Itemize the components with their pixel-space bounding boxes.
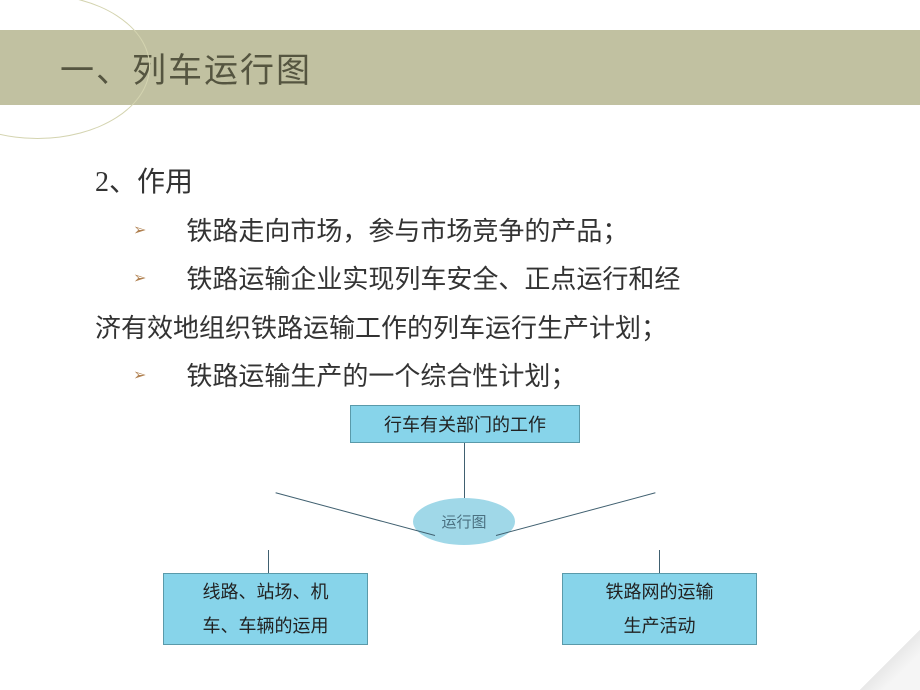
connector-line (275, 492, 435, 536)
bullet-item: ➢ 铁路走向市场，参与市场竞争的产品； (133, 212, 860, 252)
bullet-text: 铁路运输生产的一个综合性计划； (186, 357, 576, 397)
flowchart-diagram: 行车有关部门的工作 运行图 线路、站场、机 车、车辆的运用 铁路网的运输 生产活… (0, 405, 920, 685)
bullet-item: ➢ 铁路运输企业实现列车安全、正点运行和经 (133, 260, 860, 300)
content-area: 2、作用 ➢ 铁路走向市场，参与市场竞争的产品； ➢ 铁路运输企业实现列车安全、… (95, 160, 860, 405)
bullet-marker-icon: ➢ (133, 365, 146, 385)
bullet-text-continue: 济有效地组织铁路运输工作的列车运行生产计划； (95, 309, 860, 349)
diagram-left-box: 线路、站场、机 车、车辆的运用 (163, 573, 368, 645)
diagram-top-box: 行车有关部门的工作 (350, 405, 580, 443)
box-text-line: 线路、站场、机 (203, 575, 329, 609)
bullet-text: 铁路运输企业实现列车安全、正点运行和经 (186, 260, 680, 300)
bullet-item: ➢ 铁路运输生产的一个综合性计划； (133, 357, 860, 397)
connector-line (464, 443, 465, 498)
bullet-marker-icon: ➢ (133, 268, 146, 288)
bullet-text: 铁路走向市场，参与市场竞争的产品； (186, 212, 628, 252)
section-heading: 2、作用 (95, 160, 860, 200)
diagram-center-ellipse: 运行图 (413, 498, 515, 545)
connector-line (496, 492, 656, 536)
diagram-right-box: 铁路网的运输 生产活动 (562, 573, 757, 645)
page-corner-fold-icon (860, 630, 920, 690)
box-text-line: 车、车辆的运用 (203, 609, 329, 643)
decorative-ellipse (0, 0, 150, 139)
bullet-marker-icon: ➢ (133, 220, 146, 240)
box-text-line: 生产活动 (624, 609, 696, 643)
box-text-line: 铁路网的运输 (606, 575, 714, 609)
connector-line (659, 550, 660, 573)
connector-line (268, 550, 269, 573)
